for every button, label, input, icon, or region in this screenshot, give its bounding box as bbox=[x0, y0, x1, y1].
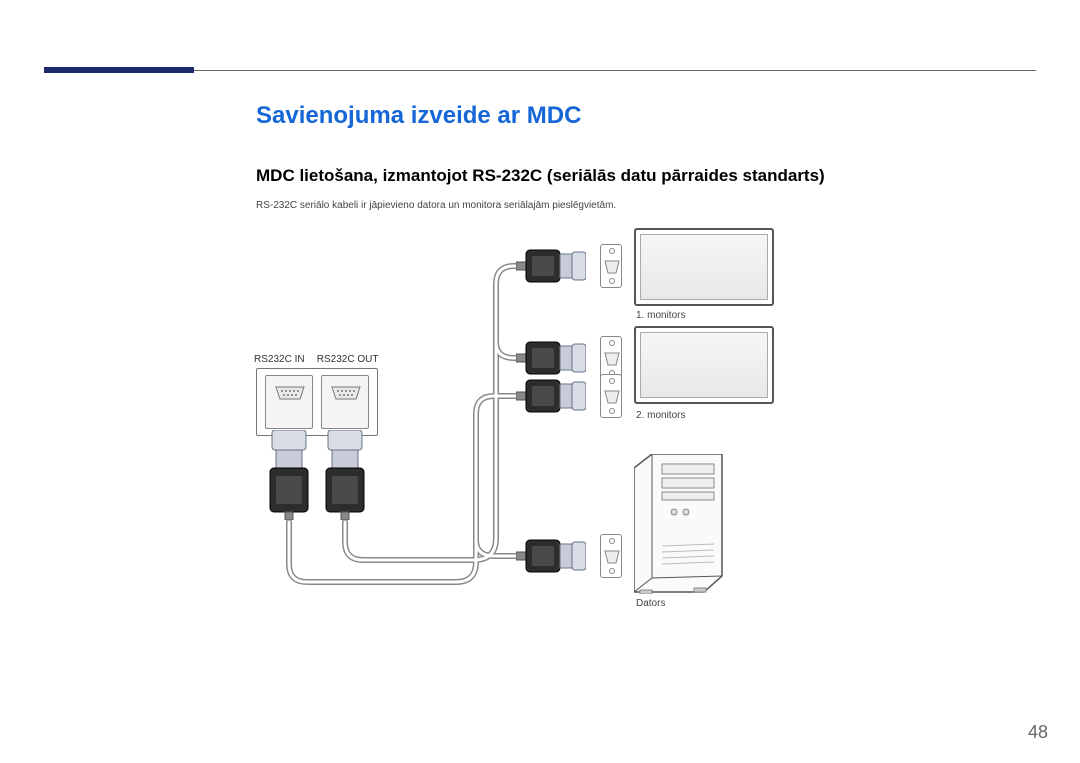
monitor1-serial-socket bbox=[600, 244, 622, 288]
serial-plug-computer bbox=[516, 534, 586, 578]
serial-connector-out bbox=[324, 430, 366, 520]
db9-socket-icon bbox=[330, 386, 362, 400]
db9-socket-icon bbox=[604, 550, 620, 564]
serial-plug-monitor1 bbox=[516, 244, 586, 288]
monitor-2 bbox=[634, 326, 774, 404]
monitor2-serial-socket-b bbox=[600, 374, 622, 418]
section-description: RS-232C seriālo kabeli ir jāpievieno dat… bbox=[256, 200, 616, 211]
section-heading: MDC lietošana, izmantojot RS-232C (seriā… bbox=[256, 166, 825, 186]
manual-page: Savienojuma izveide ar MDC MDC lietošana… bbox=[0, 0, 1080, 763]
rs232c-in-port bbox=[265, 375, 313, 429]
connection-diagram: RS232C IN RS232C OUT bbox=[256, 230, 816, 630]
header-accent-bar bbox=[44, 67, 194, 73]
port-out-label: RS232C OUT bbox=[317, 354, 379, 365]
rs232c-port-block bbox=[256, 368, 378, 436]
port-labels: RS232C IN RS232C OUT bbox=[254, 354, 378, 365]
db9-socket-icon bbox=[604, 390, 620, 404]
computer-label: Dators bbox=[636, 598, 665, 609]
computer-tower bbox=[634, 454, 724, 594]
monitor-1-label: 1. monitors bbox=[636, 310, 685, 321]
computer-serial-socket bbox=[600, 534, 622, 578]
rs232c-out-port bbox=[321, 375, 369, 429]
db9-socket-icon bbox=[604, 260, 620, 274]
db9-socket-icon bbox=[274, 386, 306, 400]
db9-socket-icon bbox=[604, 352, 620, 366]
page-number: 48 bbox=[1028, 722, 1048, 743]
monitor-2-label: 2. monitors bbox=[636, 410, 685, 421]
serial-plug-monitor2-b bbox=[516, 374, 586, 418]
page-title: Savienojuma izveide ar MDC bbox=[256, 102, 581, 130]
serial-connector-in bbox=[268, 430, 310, 520]
port-in-label: RS232C IN bbox=[254, 354, 312, 365]
monitor-1 bbox=[634, 228, 774, 306]
